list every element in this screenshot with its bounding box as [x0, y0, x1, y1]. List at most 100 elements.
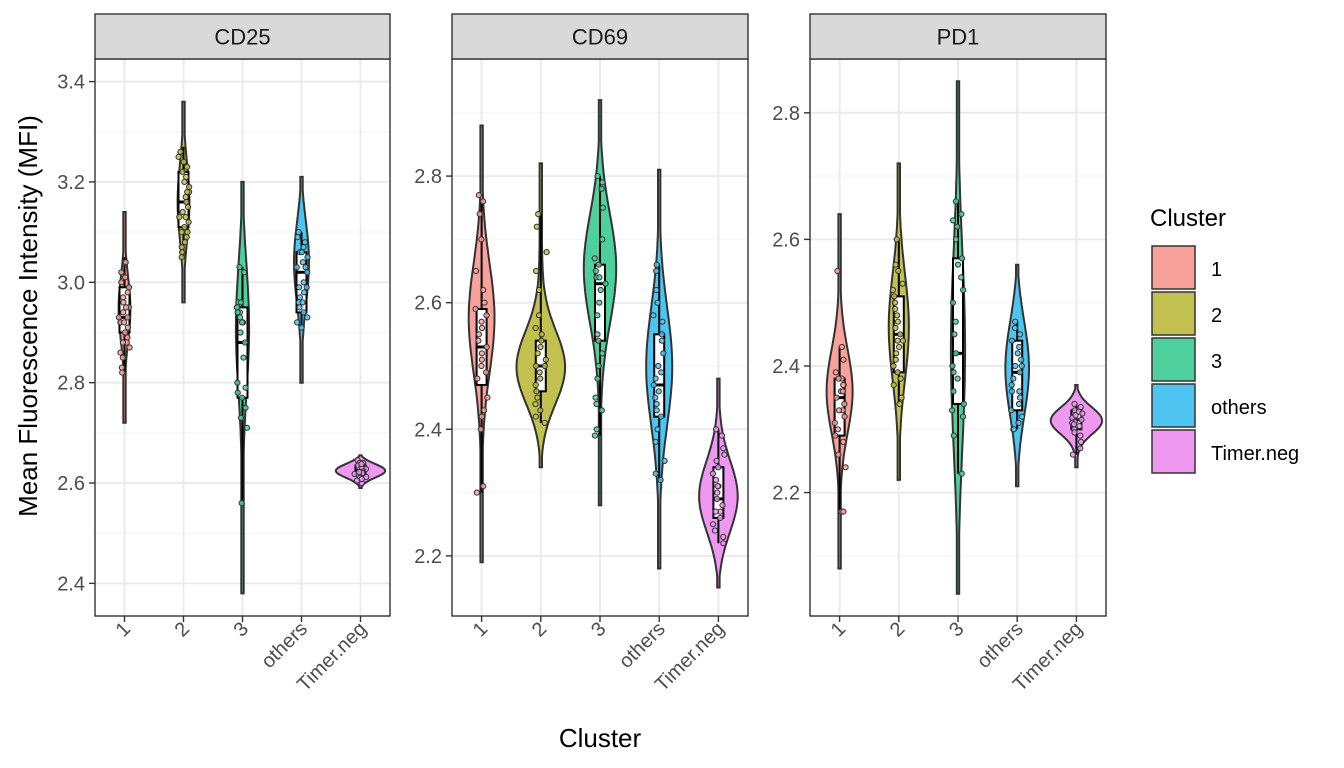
legend-swatch: [1151, 429, 1196, 474]
data-point: [592, 267, 599, 275]
data-point: [653, 400, 660, 408]
data-point: [536, 286, 543, 294]
data-point: [598, 185, 605, 192]
data-point: [959, 413, 967, 420]
data-point: [301, 289, 308, 296]
data-point: [891, 299, 899, 306]
data-point: [236, 314, 244, 321]
data-point: [294, 319, 301, 326]
data-point: [122, 259, 129, 266]
data-point: [1016, 343, 1023, 351]
data-point: [712, 426, 720, 433]
data-point: [532, 400, 539, 408]
legend-title: Cluster: [1150, 205, 1226, 232]
violin-group-others: [645, 168, 674, 570]
data-point: [831, 419, 838, 426]
violin-group-2: [175, 100, 193, 304]
data-point: [242, 404, 249, 411]
y-tick-label: 2.8: [414, 166, 442, 188]
data-point: [124, 324, 132, 331]
data-point: [657, 476, 664, 483]
data-point: [243, 424, 251, 431]
y-tick-label: 2.4: [414, 419, 442, 441]
data-point: [960, 286, 967, 294]
facet-strip: [809, 13, 1107, 60]
data-point: [532, 324, 539, 332]
data-point: [655, 388, 662, 395]
data-point: [532, 362, 540, 370]
legend-entry-label: 3: [1211, 351, 1222, 373]
violin-group-3: [582, 99, 618, 507]
data-point: [834, 426, 842, 433]
data-point: [897, 375, 904, 382]
data-point: [296, 304, 303, 311]
data-point: [300, 244, 307, 251]
data-point: [237, 299, 244, 306]
legend-swatch: [1151, 337, 1196, 382]
data-point: [599, 236, 606, 243]
data-point: [119, 354, 126, 361]
data-point: [894, 318, 902, 325]
data-point: [720, 533, 727, 541]
data-point: [1078, 416, 1085, 423]
data-point: [483, 369, 490, 376]
data-point: [838, 343, 846, 351]
y-tick-label: 2.2: [414, 546, 442, 568]
data-point: [891, 293, 898, 300]
data-point: [892, 356, 899, 363]
data-point: [304, 254, 311, 261]
violin-group-3: [233, 180, 251, 595]
data-point: [895, 267, 902, 275]
data-point: [120, 319, 128, 326]
data-point: [1016, 331, 1024, 338]
data-point: [597, 286, 604, 294]
data-point: [356, 468, 363, 476]
data-point: [659, 318, 666, 325]
data-point: [835, 375, 842, 382]
data-point: [186, 183, 193, 191]
data-point: [892, 324, 899, 332]
data-point: [592, 394, 599, 401]
data-point: [950, 369, 957, 376]
data-point: [294, 234, 301, 241]
data-point: [481, 407, 488, 414]
data-point: [709, 470, 717, 477]
data-point: [181, 239, 188, 246]
data-point: [594, 331, 601, 338]
data-point: [533, 223, 540, 230]
violin-group-3: [949, 80, 967, 595]
data-point: [478, 362, 485, 370]
data-point: [839, 388, 847, 395]
data-point: [594, 375, 601, 382]
data-point: [242, 384, 249, 391]
data-point: [234, 309, 241, 316]
facet-strip-label: PD1: [937, 25, 980, 50]
data-point: [536, 369, 543, 376]
data-point: [599, 179, 606, 186]
data-point: [714, 489, 721, 496]
data-point: [840, 381, 847, 389]
data-point: [594, 173, 601, 180]
data-point: [535, 211, 542, 218]
y-axis-label: Mean Fluorescence Intensity (MFI): [13, 115, 43, 517]
data-point: [713, 457, 720, 464]
data-point: [595, 261, 602, 268]
data-point: [840, 438, 847, 445]
data-point: [542, 356, 549, 363]
data-point: [241, 339, 249, 346]
y-tick-label: 2.6: [414, 293, 442, 315]
data-point: [358, 460, 365, 468]
violin-group-2: [887, 162, 910, 481]
data-point: [299, 299, 306, 306]
violin-group-timer-neg: [334, 454, 387, 489]
data-point: [1018, 413, 1026, 420]
data-point: [478, 236, 485, 243]
data-point: [233, 304, 241, 311]
legend-entry-label: 1: [1211, 259, 1222, 281]
data-point: [532, 413, 539, 420]
data-point: [715, 464, 722, 471]
data-point: [304, 269, 311, 276]
data-point: [472, 267, 480, 275]
data-point: [958, 211, 965, 218]
